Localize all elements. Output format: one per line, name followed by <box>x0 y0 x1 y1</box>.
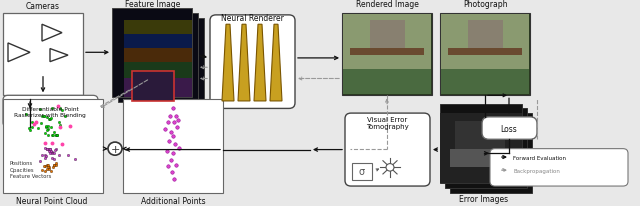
Text: Photograph: Photograph <box>463 0 508 9</box>
Bar <box>124 20 192 98</box>
Text: Differentiable Point
Rasterizer with Blending: Differentiable Point Rasterizer with Ble… <box>14 106 86 117</box>
Bar <box>441 15 529 70</box>
Bar <box>118 14 198 102</box>
Text: Positions: Positions <box>10 160 33 165</box>
Polygon shape <box>222 25 234 101</box>
Text: Rendered Image: Rendered Image <box>356 0 419 9</box>
Text: Opacities: Opacities <box>10 167 35 172</box>
Text: σ: σ <box>359 166 365 176</box>
Text: Additional Points: Additional Points <box>141 196 205 205</box>
Text: Loss: Loss <box>500 124 517 133</box>
Bar <box>124 62 192 79</box>
FancyBboxPatch shape <box>3 96 98 128</box>
Bar <box>3 99 103 193</box>
Polygon shape <box>238 25 250 101</box>
Bar <box>342 14 432 96</box>
Bar <box>440 114 522 183</box>
Bar <box>370 20 405 48</box>
Bar <box>448 48 522 56</box>
Text: Error Images: Error Images <box>460 194 509 204</box>
Bar <box>450 149 510 167</box>
Text: +: + <box>110 144 120 154</box>
Polygon shape <box>254 25 266 101</box>
Bar <box>132 72 174 101</box>
Text: Forward Evaluation: Forward Evaluation <box>513 155 566 160</box>
FancyBboxPatch shape <box>482 117 537 140</box>
Bar <box>124 19 204 107</box>
Text: Cameras: Cameras <box>26 2 60 11</box>
Bar <box>112 9 192 98</box>
FancyBboxPatch shape <box>210 16 295 109</box>
Circle shape <box>386 164 394 171</box>
Bar <box>440 104 522 183</box>
Text: Backpropagation: Backpropagation <box>513 168 560 173</box>
Bar <box>124 79 192 98</box>
Circle shape <box>108 142 122 156</box>
Text: Neural Point Cloud: Neural Point Cloud <box>16 196 88 205</box>
Text: Visual Error
Tomography: Visual Error Tomography <box>365 116 408 129</box>
Polygon shape <box>270 25 282 101</box>
Text: Feature Image: Feature Image <box>125 0 180 9</box>
FancyBboxPatch shape <box>490 149 628 186</box>
Bar <box>124 48 192 62</box>
Bar <box>468 20 503 48</box>
Bar <box>133 73 173 101</box>
Bar <box>124 34 192 48</box>
Bar <box>343 15 431 95</box>
Bar <box>3 14 83 96</box>
Bar <box>445 109 527 188</box>
Bar <box>440 14 530 96</box>
Bar <box>455 121 505 149</box>
Bar <box>352 163 372 180</box>
Bar <box>350 48 424 56</box>
Bar <box>441 15 529 95</box>
Bar <box>450 114 532 193</box>
Text: Feature Vectors: Feature Vectors <box>10 173 51 178</box>
Bar <box>123 99 223 193</box>
Bar <box>343 15 431 70</box>
Bar <box>124 20 192 34</box>
Text: Neural Renderer: Neural Renderer <box>221 14 284 23</box>
FancyBboxPatch shape <box>345 114 430 186</box>
